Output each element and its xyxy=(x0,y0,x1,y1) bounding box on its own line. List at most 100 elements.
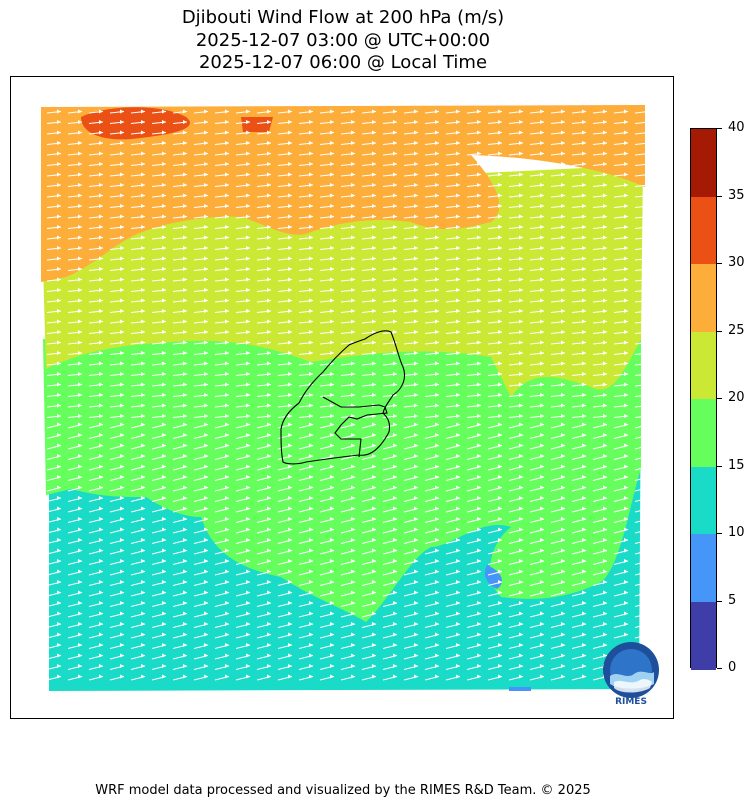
wind-arrow-head xyxy=(456,464,460,469)
wind-arrow-head xyxy=(204,538,208,542)
wind-arrow-head xyxy=(477,214,481,219)
wind-arrow-head xyxy=(603,433,607,437)
wind-arrow-head xyxy=(330,443,334,448)
wind-arrow-head xyxy=(498,464,502,469)
wind-arrow-head xyxy=(435,485,439,490)
map-title: Djibouti Wind Flow at 200 hPa (m/s) xyxy=(181,7,505,28)
wind-arrow-head xyxy=(561,109,565,114)
wind-arrow-head xyxy=(435,120,439,124)
wind-arrow-head xyxy=(561,643,565,647)
wind-arrow-head xyxy=(288,340,292,345)
wind-arrow-head xyxy=(435,309,439,313)
wind-arrow-head xyxy=(624,193,628,198)
wind-arrow-head xyxy=(519,330,523,334)
wind-arrow-head xyxy=(351,109,355,114)
wind-arrow-head xyxy=(267,162,271,166)
wind-arrow-head xyxy=(225,246,229,250)
wind-arrow-head xyxy=(582,288,586,292)
wind-arrow-head xyxy=(414,130,418,135)
wind-arrow-head xyxy=(540,330,544,334)
wind-arrow-head xyxy=(330,643,334,647)
wind-arrow-head xyxy=(519,433,523,437)
wind-arrow-head xyxy=(183,443,187,448)
wind-arrow-head xyxy=(435,246,439,250)
wind-arrow-head xyxy=(624,277,628,282)
wind-arrow-head xyxy=(540,235,544,240)
wind-arrow-head xyxy=(372,548,376,553)
wind-arrow-head xyxy=(246,443,250,448)
wind-arrow-head xyxy=(183,351,187,355)
wind-arrow-head xyxy=(330,109,334,114)
wind-arrow-head xyxy=(540,443,544,448)
wind-arrow-head xyxy=(477,120,481,124)
wind-arrow-head xyxy=(120,496,124,500)
wind-arrow-head xyxy=(57,246,61,250)
wind-arrow-head xyxy=(183,664,187,668)
wind-arrow-head xyxy=(372,298,376,303)
wind-arrow-head xyxy=(435,351,439,355)
wind-arrow-head xyxy=(519,643,523,647)
wind-arrow-head xyxy=(540,414,544,418)
wind-arrow-head xyxy=(414,464,418,469)
wind-arrow-head xyxy=(141,414,145,418)
wind-arrow-head xyxy=(561,193,565,198)
wind-arrow-head xyxy=(288,443,292,448)
wind-arrow-head xyxy=(78,622,82,626)
wind-arrow-head xyxy=(141,393,145,397)
wind-arrow-head xyxy=(435,256,439,261)
wind-arrow-head xyxy=(519,288,523,292)
wind-arrow-head xyxy=(393,319,397,324)
wind-arrow-head xyxy=(561,632,565,637)
wind-arrow-head xyxy=(267,517,271,521)
wind-arrow-head xyxy=(204,309,208,313)
wind-arrow-head xyxy=(162,475,166,479)
wind-arrow-head xyxy=(246,414,250,418)
wind-arrow-head xyxy=(393,235,397,240)
wind-arrow-head xyxy=(603,214,607,219)
wind-arrow-head xyxy=(120,527,124,532)
wind-arrow-head xyxy=(456,443,460,448)
wind-arrow-head xyxy=(414,319,418,324)
wind-arrow-head xyxy=(204,225,208,229)
wind-arrow-head xyxy=(330,485,334,490)
wind-arrow-head xyxy=(414,351,418,355)
wind-arrow-head xyxy=(57,330,61,334)
wind-arrow-head xyxy=(456,414,460,418)
wind-arrow-head xyxy=(309,464,313,469)
wind-arrow-head xyxy=(540,475,544,479)
wind-arrow-head xyxy=(267,330,271,334)
wind-arrow-head xyxy=(414,288,418,292)
wind-arrow-head xyxy=(477,653,481,658)
wind-arrow-head xyxy=(57,298,61,303)
wind-arrow-head xyxy=(603,151,607,156)
wind-arrow-head xyxy=(351,151,355,156)
wind-arrow-head xyxy=(582,225,586,229)
colorbar-band xyxy=(691,196,716,265)
wind-arrow-head xyxy=(78,204,82,208)
wind-arrow-head xyxy=(414,193,418,198)
wind-arrow-head xyxy=(330,611,334,616)
wind-arrow-head xyxy=(624,162,628,166)
wind-arrow-head xyxy=(498,172,502,177)
wind-arrow-head xyxy=(603,172,607,177)
wind-arrow-head xyxy=(162,225,166,229)
wind-arrow-head xyxy=(351,382,355,387)
wind-arrow-head xyxy=(246,151,250,156)
wind-arrow-head xyxy=(78,443,82,448)
wind-arrow-head xyxy=(498,204,502,208)
wind-arrow-head xyxy=(540,527,544,532)
colorbar-tick xyxy=(717,195,722,197)
wind-arrow-head xyxy=(183,414,187,418)
wind-arrow-head xyxy=(309,214,313,219)
wind-arrow-head xyxy=(78,141,82,145)
wind-arrow-head xyxy=(393,109,397,114)
wind-arrow-head xyxy=(456,632,460,637)
wind-arrow-head xyxy=(162,246,166,250)
wind-arrow-head xyxy=(225,109,229,114)
wind-arrow-head xyxy=(288,330,292,334)
wind-arrow-head xyxy=(372,643,376,647)
wind-arrow-head xyxy=(498,433,502,437)
wind-arrow-head xyxy=(414,141,418,145)
wind-arrow-head xyxy=(456,309,460,313)
wind-arrow-head xyxy=(435,372,439,376)
